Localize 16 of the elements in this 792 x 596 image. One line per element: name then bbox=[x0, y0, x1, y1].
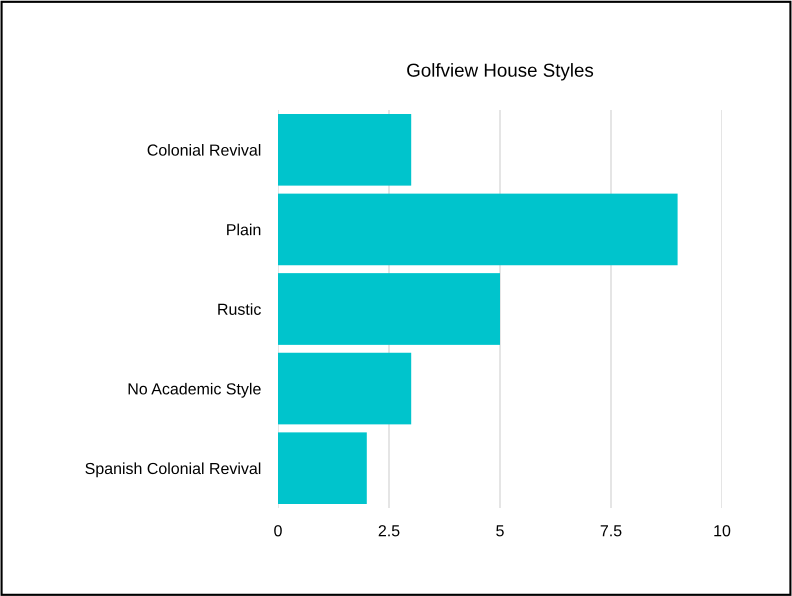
bar bbox=[278, 114, 412, 186]
x-tick-label: 10 bbox=[714, 525, 730, 536]
x-tick-label: 7.5 bbox=[600, 525, 622, 536]
chart-title: Golfview House Styles bbox=[407, 63, 594, 81]
bar bbox=[278, 273, 500, 345]
bar bbox=[278, 194, 678, 266]
bar bbox=[278, 432, 367, 504]
x-tick-label: 2.5 bbox=[378, 525, 400, 536]
bar bbox=[278, 352, 412, 424]
y-tick-label: Plain bbox=[227, 224, 260, 236]
x-tick-label: 0 bbox=[274, 525, 282, 536]
x-tick-label: 5 bbox=[496, 525, 504, 536]
y-tick-label: Colonial Revival bbox=[148, 144, 260, 156]
y-tick-label: No Academic Style bbox=[128, 382, 261, 398]
y-tick-label: Spanish Colonial Revival bbox=[85, 462, 260, 478]
y-tick-label: Rustic bbox=[218, 303, 261, 315]
